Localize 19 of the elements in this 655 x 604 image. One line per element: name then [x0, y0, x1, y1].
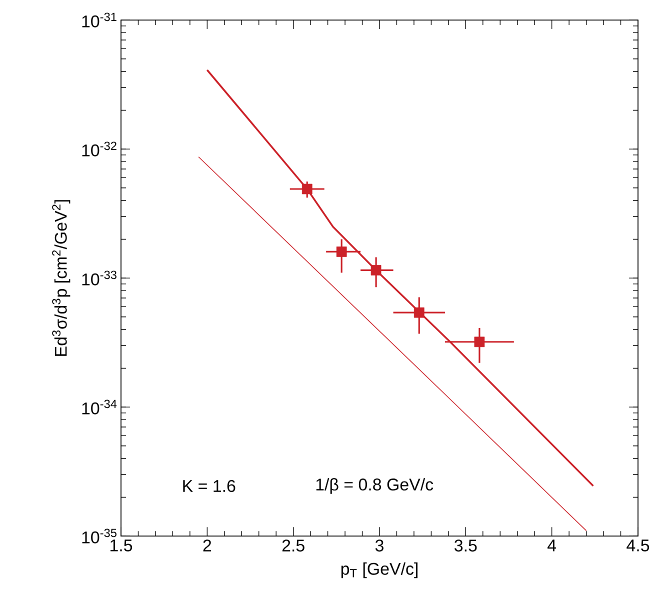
y-tick-label: 10$^{-33}$ — [82, 270, 116, 286]
point — [414, 307, 424, 318]
x-tick-label: 2.5 — [282, 540, 304, 552]
y-tick-label: 10$^{-32}$ — [82, 142, 116, 156]
x-axis-title: p$_{T}$ [GeV/c] — [341, 562, 418, 578]
x-tick-label: 4 — [548, 540, 556, 552]
point — [474, 336, 485, 348]
point — [370, 265, 382, 276]
point — [302, 184, 312, 194]
x-tick-label: 3 — [375, 540, 384, 552]
annotation: 1/β = 0.8 GeV/c — [316, 478, 434, 494]
point — [336, 246, 347, 257]
x-tick-label: 4.5 — [626, 540, 650, 552]
y-tick-label: 10$^{-34}$ — [82, 400, 117, 414]
annotation: K = 1.6 — [183, 480, 236, 492]
x-tick-label: 3.5 — [454, 540, 477, 552]
text: Ed$^{3}$σ/d$^{3}$p [cm$^{2}$/GeV$^{2}$] — [52, 200, 70, 356]
y-tick-label: 10$^{-31}$ — [82, 12, 116, 28]
x-tick-label: 2 — [203, 540, 212, 552]
